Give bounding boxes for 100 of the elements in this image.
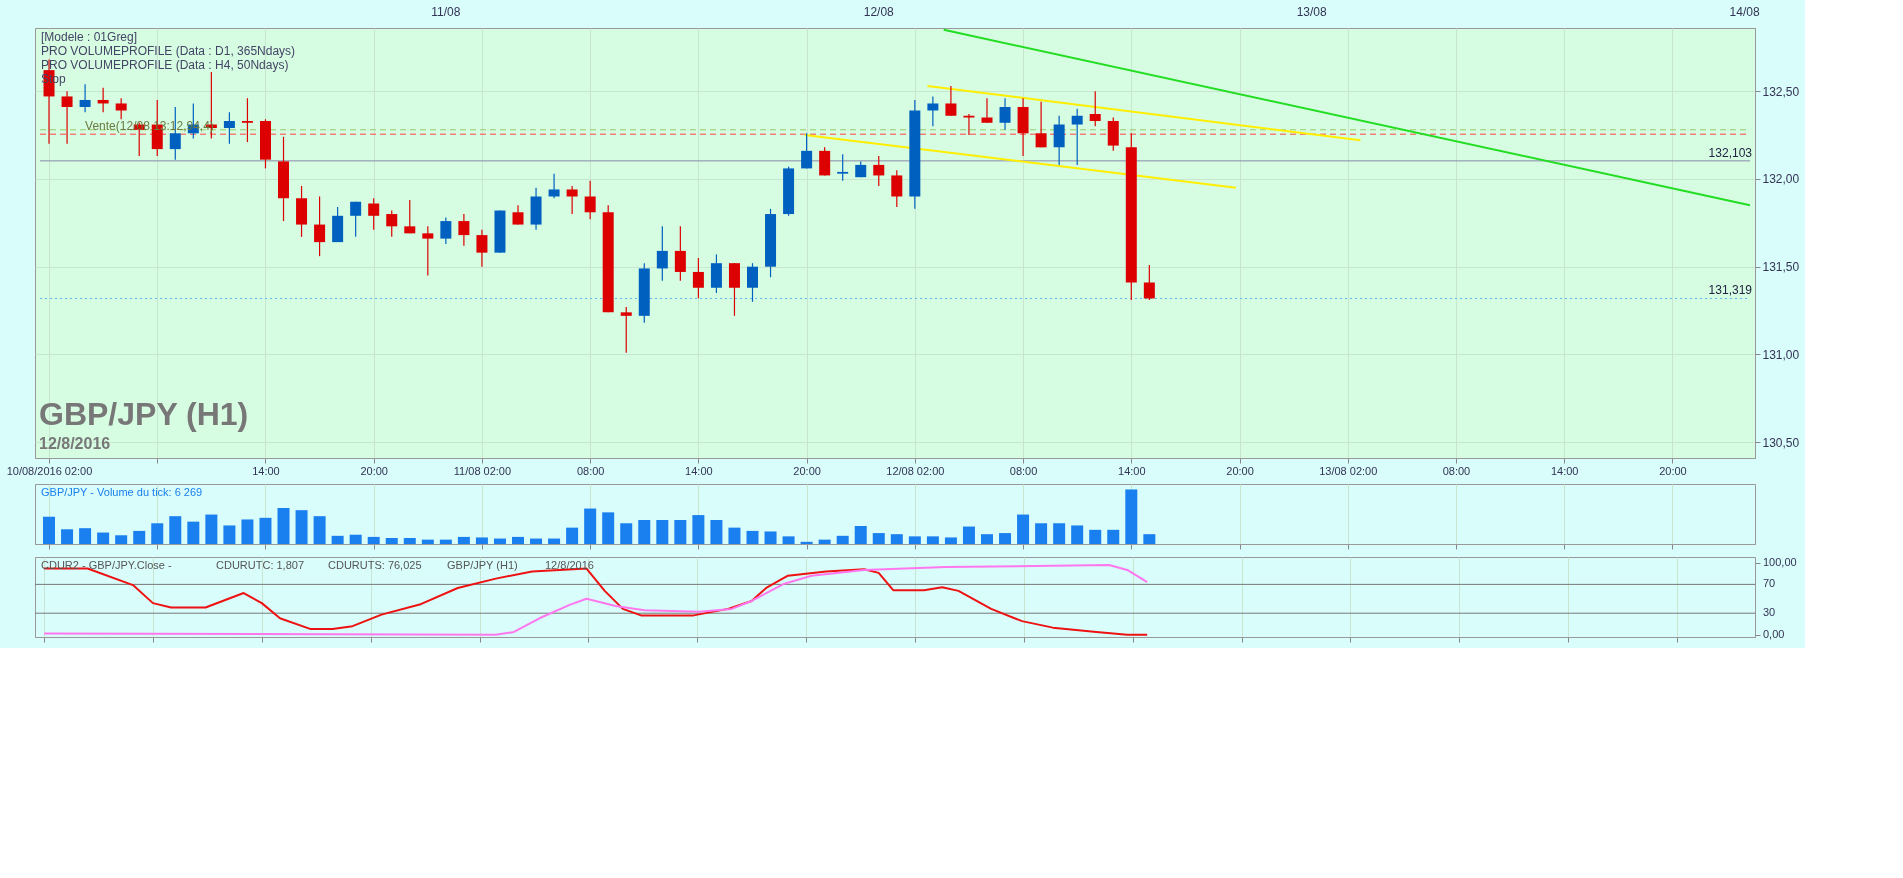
bar <box>1143 534 1156 544</box>
ref-line-label: 131,319 <box>1708 283 1753 298</box>
bar <box>854 526 867 544</box>
bar <box>133 530 146 544</box>
candlestick <box>674 225 686 282</box>
y-tick-label: 130,50 <box>1762 435 1800 450</box>
bar <box>97 532 110 544</box>
bar <box>764 531 777 544</box>
candlestick <box>927 95 939 127</box>
bar <box>115 535 128 544</box>
bar <box>674 520 687 544</box>
bar <box>439 539 452 544</box>
bar <box>548 538 561 544</box>
x-tick-label: 20:00 <box>360 464 388 477</box>
bar <box>908 536 921 544</box>
y-tick-label: 132,00 <box>1762 172 1800 187</box>
candlestick <box>79 83 91 113</box>
y-tick-label: 70 <box>1763 577 1776 590</box>
candlestick <box>981 97 993 124</box>
bar <box>1035 523 1048 544</box>
candlestick <box>241 97 253 143</box>
annotation: 12/8/2016 <box>545 559 594 571</box>
annotation: Stop <box>41 72 67 86</box>
bar <box>872 533 885 544</box>
bar <box>259 517 272 544</box>
candlestick <box>404 199 416 234</box>
y-tick-label: 131,50 <box>1762 260 1800 275</box>
candlestick <box>1053 115 1065 166</box>
candlestick <box>458 213 470 247</box>
bar <box>836 535 849 544</box>
x-tick-label: 20:00 <box>1226 464 1254 477</box>
bar <box>710 520 723 544</box>
bar <box>944 537 957 544</box>
y-tick-label: 131,00 <box>1762 347 1800 362</box>
bar <box>818 539 831 544</box>
bar <box>620 523 633 544</box>
candlestick <box>692 257 704 299</box>
x2-tick-label: 13/08 <box>1296 5 1328 19</box>
bar <box>962 526 975 544</box>
annotation: CDURUTC: 1,807 <box>216 559 305 571</box>
y-tick-label: 100,00 <box>1763 555 1797 568</box>
bar <box>1017 514 1030 544</box>
candlestick <box>963 113 975 136</box>
bar <box>656 520 669 544</box>
bar <box>566 527 579 544</box>
candlestick <box>115 97 127 120</box>
candlestick <box>656 225 668 282</box>
candlestick <box>512 204 524 226</box>
candlestick <box>61 90 73 145</box>
text: GBP/JPY (H1) <box>39 396 249 432</box>
bar <box>313 516 326 544</box>
candlestick <box>368 197 380 231</box>
x-tick-label: 11/08 02:00 <box>453 464 512 477</box>
bar <box>403 538 416 544</box>
chart-title: GBP/JPY - Volume du tick: 6 269 <box>41 486 203 498</box>
x-tick-label: 20:00 <box>1659 464 1687 477</box>
bar <box>475 537 488 544</box>
x-tick-label: 12/08 02:00 <box>886 464 945 477</box>
candlestick <box>350 201 362 238</box>
bar <box>421 539 434 544</box>
bar <box>638 520 651 544</box>
bar <box>746 530 759 544</box>
x-tick-label: 08:00 <box>576 464 605 477</box>
bar <box>349 534 362 544</box>
candlestick <box>837 153 849 182</box>
candlestick <box>566 185 578 215</box>
bar <box>1071 525 1084 544</box>
bar <box>205 514 218 544</box>
bar <box>43 516 56 544</box>
bar <box>223 525 236 544</box>
bar <box>61 529 74 544</box>
bar <box>79 528 92 544</box>
candlestick <box>891 169 903 208</box>
x2-tick-label: 12/08 <box>863 5 895 19</box>
bar <box>385 538 398 544</box>
bar <box>367 536 380 544</box>
candlestick <box>476 229 488 268</box>
candlestick <box>223 111 235 145</box>
candlestick <box>873 155 885 187</box>
candlestick <box>584 180 596 220</box>
x2-tick-label: 14/08 <box>1729 5 1760 19</box>
bar <box>530 538 543 544</box>
bar <box>277 508 290 544</box>
bar <box>295 510 308 544</box>
candlestick <box>945 85 957 117</box>
bar <box>331 535 344 544</box>
candlestick <box>1071 108 1083 166</box>
text: 12/8/2016 <box>39 435 111 452</box>
y-tick-label: 0,00 <box>1763 627 1785 640</box>
candlestick <box>440 216 452 245</box>
candlestick <box>747 262 758 303</box>
x-tick-label: 08:00 <box>1009 464 1038 477</box>
bar <box>692 515 705 544</box>
bar <box>980 534 993 544</box>
bar <box>1125 489 1138 544</box>
x-tick-label: 14:00 <box>685 464 713 477</box>
bar <box>457 536 470 544</box>
x-tick-label: 13/08 02:00 <box>1319 464 1378 477</box>
x-tick-label: 20:00 <box>793 464 821 477</box>
annotation: GBP/JPY (H1) <box>447 559 518 571</box>
